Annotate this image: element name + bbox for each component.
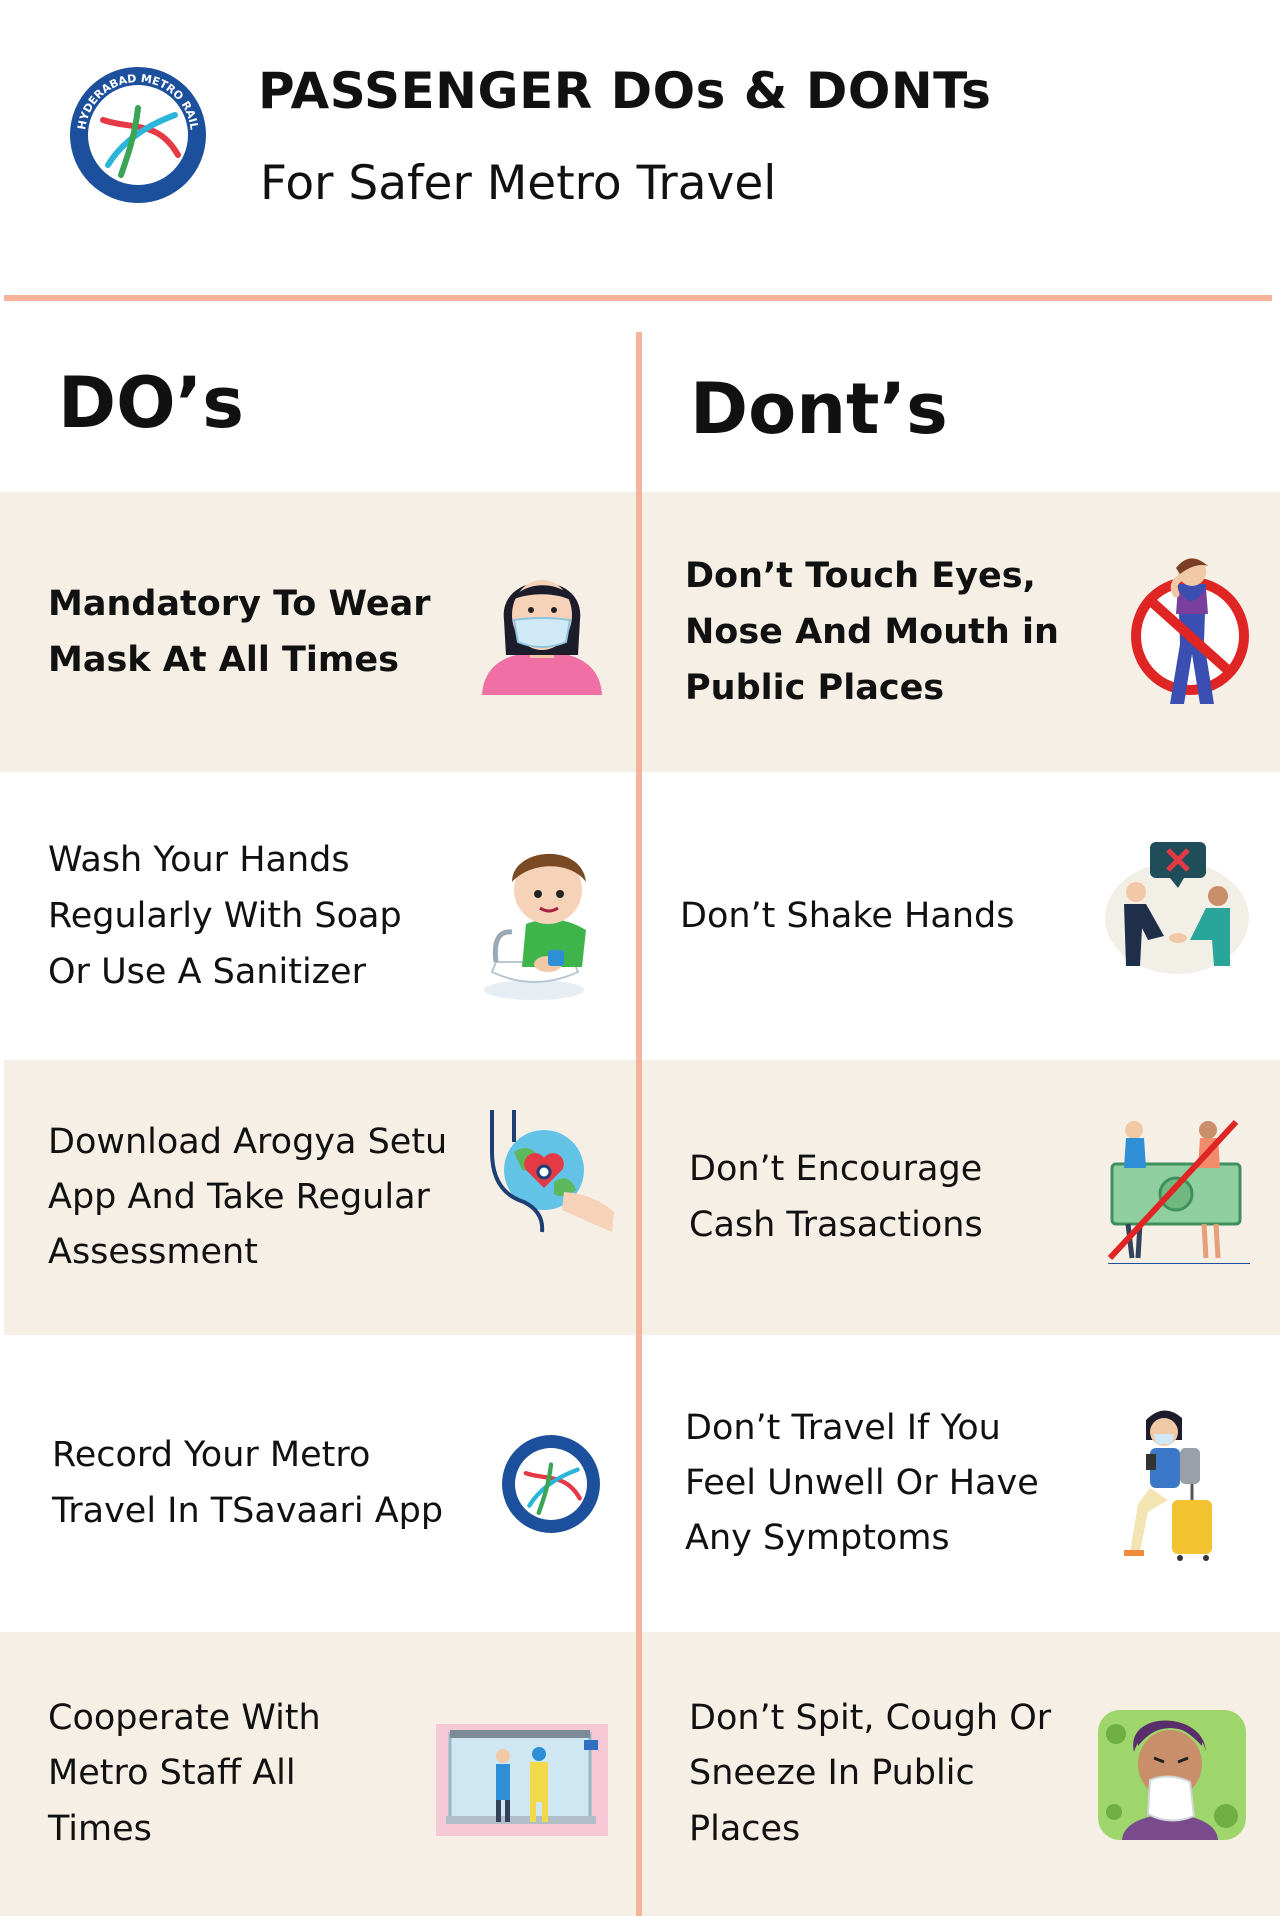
dont-shake-line-1: Don’t Shake Hands [680, 896, 1015, 936]
dont-unwell-line-3: Any Symptoms [685, 1518, 950, 1559]
do-cooperate-line-2: Metro Staff All [48, 1753, 296, 1794]
do-tsavaari-line-1: Record Your Metro [52, 1435, 371, 1476]
dont-spit-line-3: Places [689, 1808, 801, 1849]
no-handshake-icon [1105, 842, 1249, 974]
dont-item-travel-unwell: Don’t Travel If You Feel Unwell Or Have … [642, 1335, 1280, 1632]
dont-touch-line-2: Nose And Mouth in [685, 612, 1059, 652]
dont-cash-line-2: Cash Trasactions [689, 1204, 983, 1245]
person-sneezing-icon [1098, 1710, 1246, 1840]
no-cash-icon [1107, 1119, 1250, 1264]
hyderabad-metro-logo: HYDERABAD METRO RAIL [70, 67, 206, 203]
no-face-touching-icon [1131, 558, 1249, 704]
dont-cash-line-1: Don’t Encourage [689, 1149, 983, 1190]
dont-spit-line-1: Don’t Spit, Cough Or [689, 1698, 1052, 1739]
dos-heading: DO’s [58, 362, 244, 444]
do-mask-line-1: Mandatory To Wear [48, 584, 431, 624]
dont-touch-line-3: Public Places [685, 668, 945, 708]
do-arogya-line-2: App And Take Regular [48, 1176, 430, 1217]
hyderabad-metro-logo-icon [502, 1435, 600, 1533]
do-wash-line-2: Regularly With Soap [48, 896, 402, 936]
dont-unwell-line-2: Feel Unwell Or Have [685, 1462, 1039, 1503]
metro-staff-screening-icon [436, 1724, 608, 1836]
do-cooperate-line-3: Times [48, 1808, 152, 1849]
sick-traveler-icon [1124, 1410, 1212, 1561]
page-subtitle: For Safer Metro Travel [260, 156, 777, 211]
donts-heading: Dont’s [690, 368, 948, 450]
do-wash-line-1: Wash Your Hands [48, 840, 350, 880]
column-divider [636, 332, 642, 1916]
header-divider [4, 295, 1272, 301]
do-tsavaari-line-2: Travel In TSavaari App [52, 1490, 444, 1531]
boy-washing-hands-icon [484, 853, 586, 1000]
stethoscope-heart-globe-icon [490, 1110, 614, 1233]
do-arogya-line-3: Assessment [48, 1232, 258, 1273]
page-title: PASSENGER DOs & DONTs [258, 62, 992, 120]
dont-spit-line-2: Sneeze In Public [689, 1753, 975, 1794]
do-cooperate-line-1: Cooperate With [48, 1698, 321, 1739]
do-mask-line-2: Mask At All Times [48, 640, 399, 680]
dont-item-shake-hands: Don’t Shake Hands [642, 772, 1280, 1060]
do-item-tsavaari: Record Your Metro Travel In TSavaari App [0, 1335, 636, 1632]
dont-touch-line-1: Don’t Touch Eyes, [685, 556, 1036, 596]
do-wash-line-3: Or Use A Sanitizer [48, 952, 366, 992]
dont-unwell-line-1: Don’t Travel If You [685, 1407, 1001, 1448]
woman-wearing-mask-icon [482, 580, 602, 695]
do-arogya-line-1: Download Arogya Setu [48, 1121, 448, 1162]
do-item-wash-hands: Wash Your Hands Regularly With Soap Or U… [0, 772, 636, 1060]
